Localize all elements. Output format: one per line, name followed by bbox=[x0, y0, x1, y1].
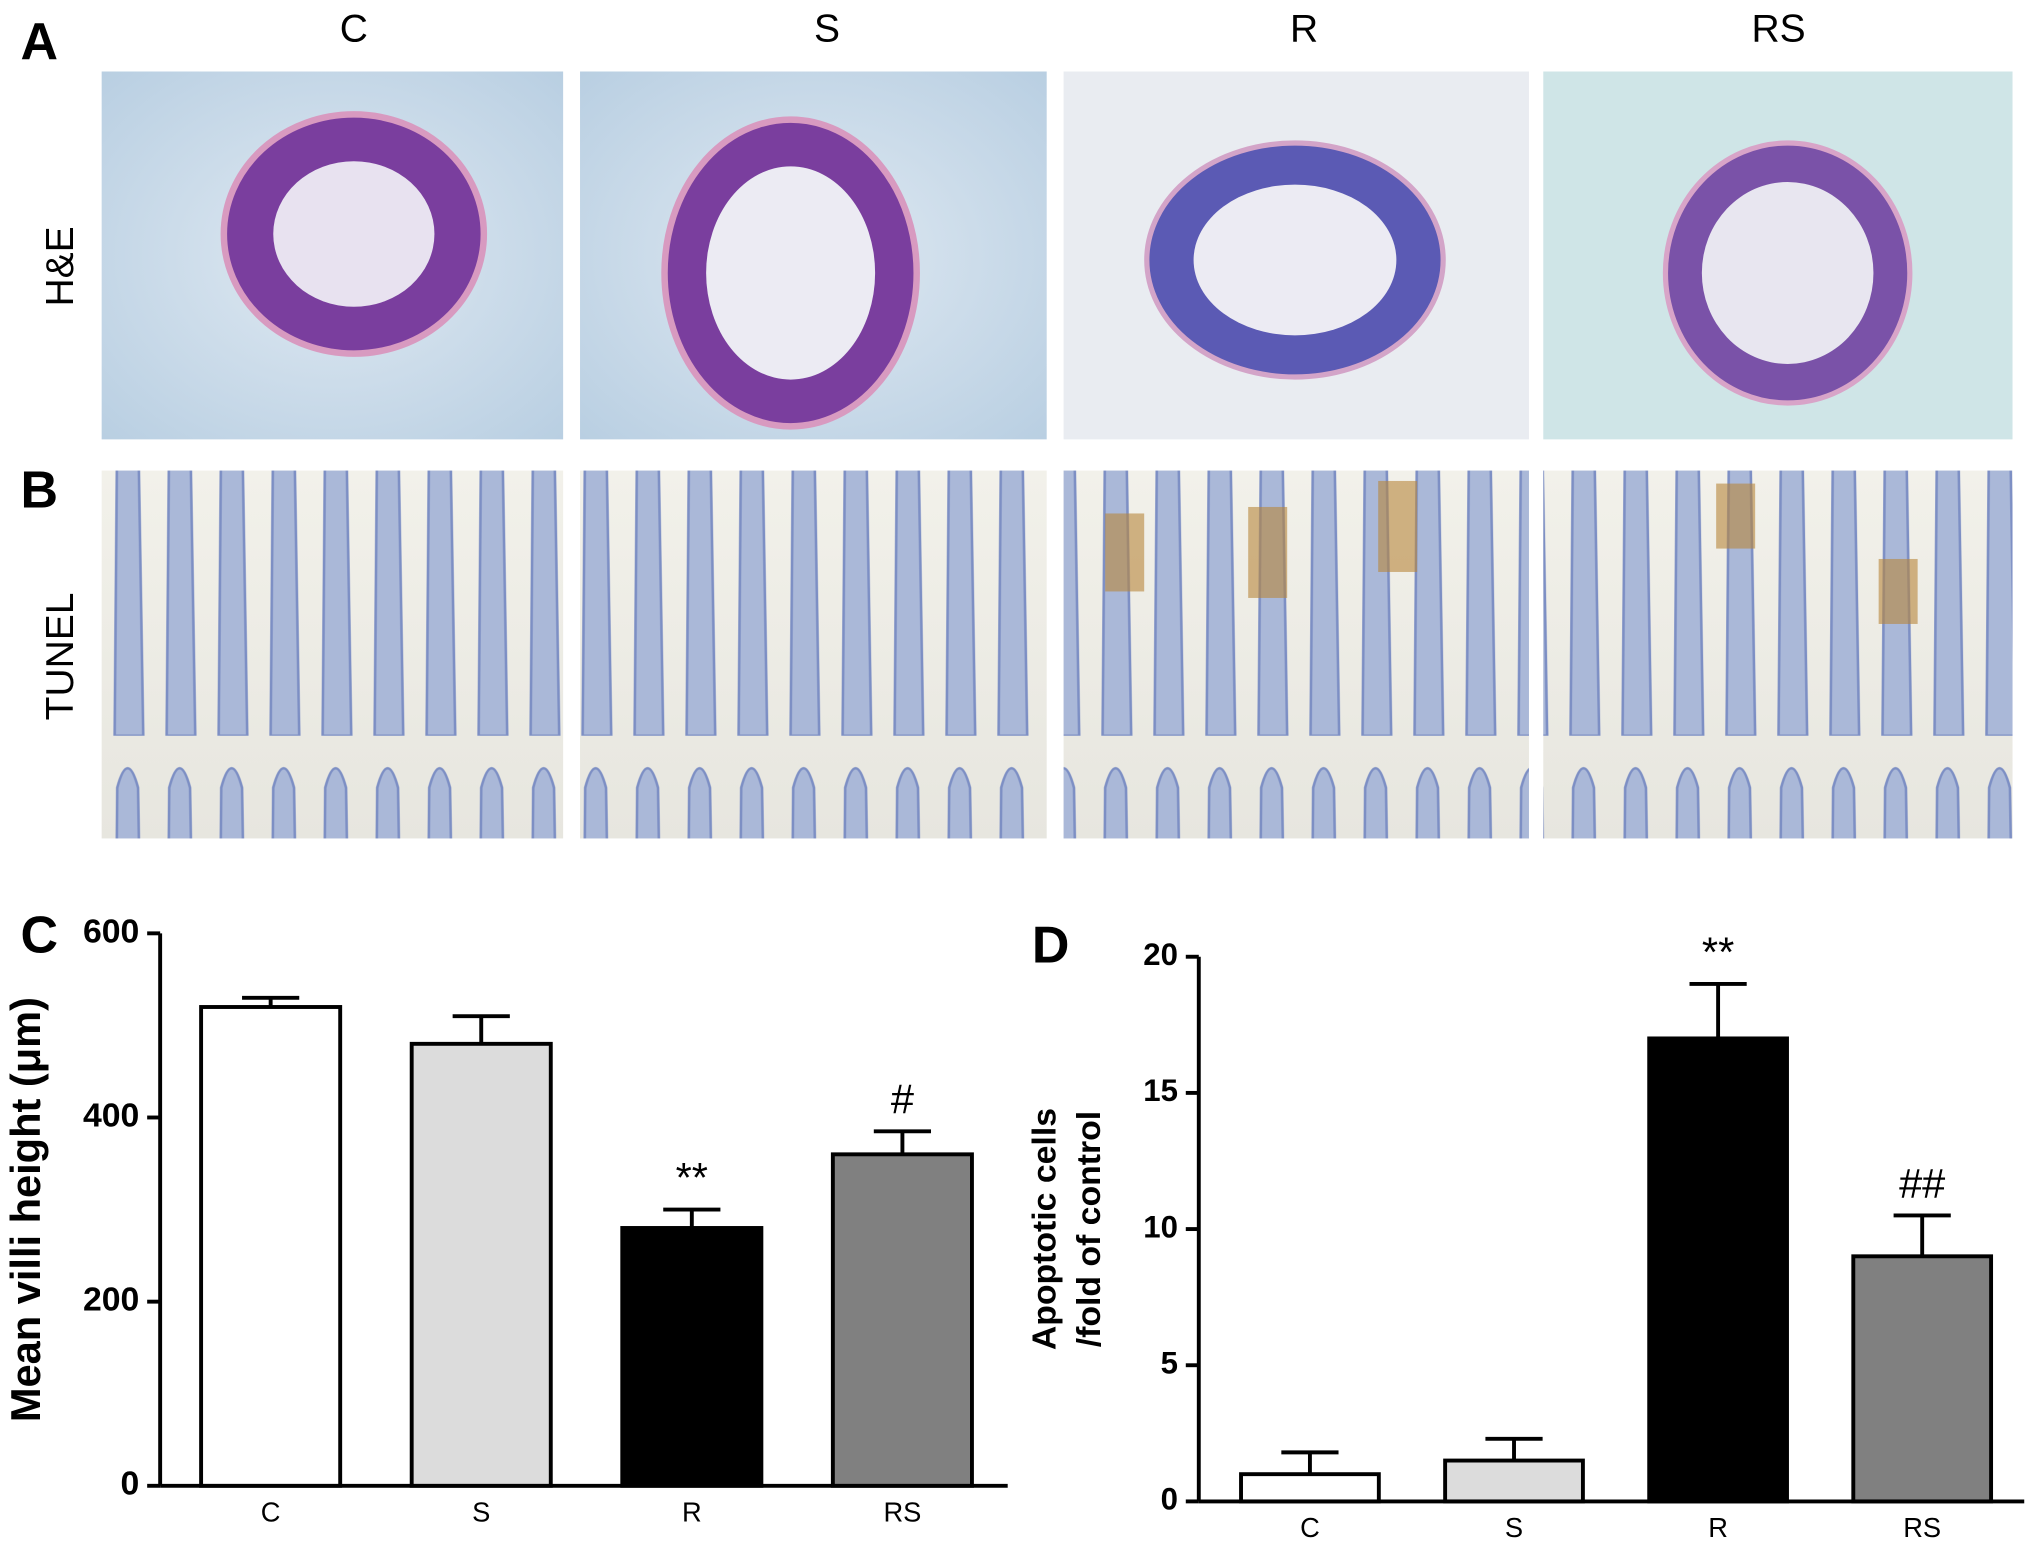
column-header: C bbox=[340, 7, 368, 50]
y-tick-label: 400 bbox=[83, 1096, 139, 1134]
y-tick-label: 600 bbox=[83, 912, 139, 950]
he-image bbox=[580, 71, 1047, 440]
annotation: ## bbox=[1899, 1160, 1945, 1207]
annotation: # bbox=[891, 1076, 914, 1123]
y-axis-label: /fold of control bbox=[1070, 1111, 1108, 1347]
column-header: R bbox=[1290, 7, 1318, 50]
y-tick-label: 10 bbox=[1143, 1209, 1178, 1244]
panel-letter: A bbox=[20, 13, 58, 71]
bar bbox=[1851, 1254, 1994, 1504]
he-image bbox=[1063, 71, 1529, 440]
he-image bbox=[101, 71, 564, 440]
bar bbox=[1239, 1472, 1381, 1504]
y-tick-label: 0 bbox=[1161, 1482, 1178, 1517]
y-axis-label: Mean villi height (μm) bbox=[2, 997, 49, 1422]
he-image bbox=[1543, 71, 2013, 440]
tunel-image bbox=[101, 470, 564, 839]
x-tick-label: S bbox=[472, 1497, 490, 1528]
tunel-image bbox=[1543, 470, 2013, 839]
y-tick-label: 200 bbox=[83, 1281, 139, 1319]
x-tick-label: R bbox=[682, 1497, 702, 1528]
tunel-image bbox=[1063, 470, 1529, 839]
bar bbox=[1647, 1036, 1789, 1504]
x-tick-label: R bbox=[1708, 1512, 1728, 1543]
bar bbox=[199, 1005, 343, 1488]
row-label: H&E bbox=[39, 226, 82, 306]
row-label: TUNEL bbox=[39, 593, 82, 721]
panel-letter: C bbox=[20, 906, 58, 964]
bar bbox=[620, 1226, 764, 1488]
x-tick-label: S bbox=[1505, 1512, 1523, 1543]
bar bbox=[830, 1152, 974, 1488]
y-tick-label: 0 bbox=[121, 1465, 140, 1503]
y-tick-label: 15 bbox=[1143, 1073, 1178, 1108]
column-header: RS bbox=[1751, 7, 1805, 50]
x-tick-label: C bbox=[1300, 1512, 1320, 1543]
bar bbox=[1443, 1458, 1585, 1504]
x-tick-label: RS bbox=[1903, 1512, 1941, 1543]
y-axis-label: Apoptotic cells bbox=[1026, 1108, 1064, 1350]
annotation: ** bbox=[1702, 928, 1734, 975]
tunel-image bbox=[580, 470, 1047, 839]
y-tick-label: 20 bbox=[1143, 937, 1178, 972]
y-tick-label: 5 bbox=[1161, 1345, 1178, 1380]
panel-letter: D bbox=[1032, 917, 1070, 975]
bar bbox=[409, 1041, 553, 1488]
column-header: S bbox=[814, 7, 840, 50]
x-tick-label: C bbox=[261, 1497, 281, 1528]
panel-letter: B bbox=[20, 462, 58, 520]
x-tick-label: RS bbox=[883, 1497, 921, 1528]
annotation: ** bbox=[676, 1154, 708, 1201]
